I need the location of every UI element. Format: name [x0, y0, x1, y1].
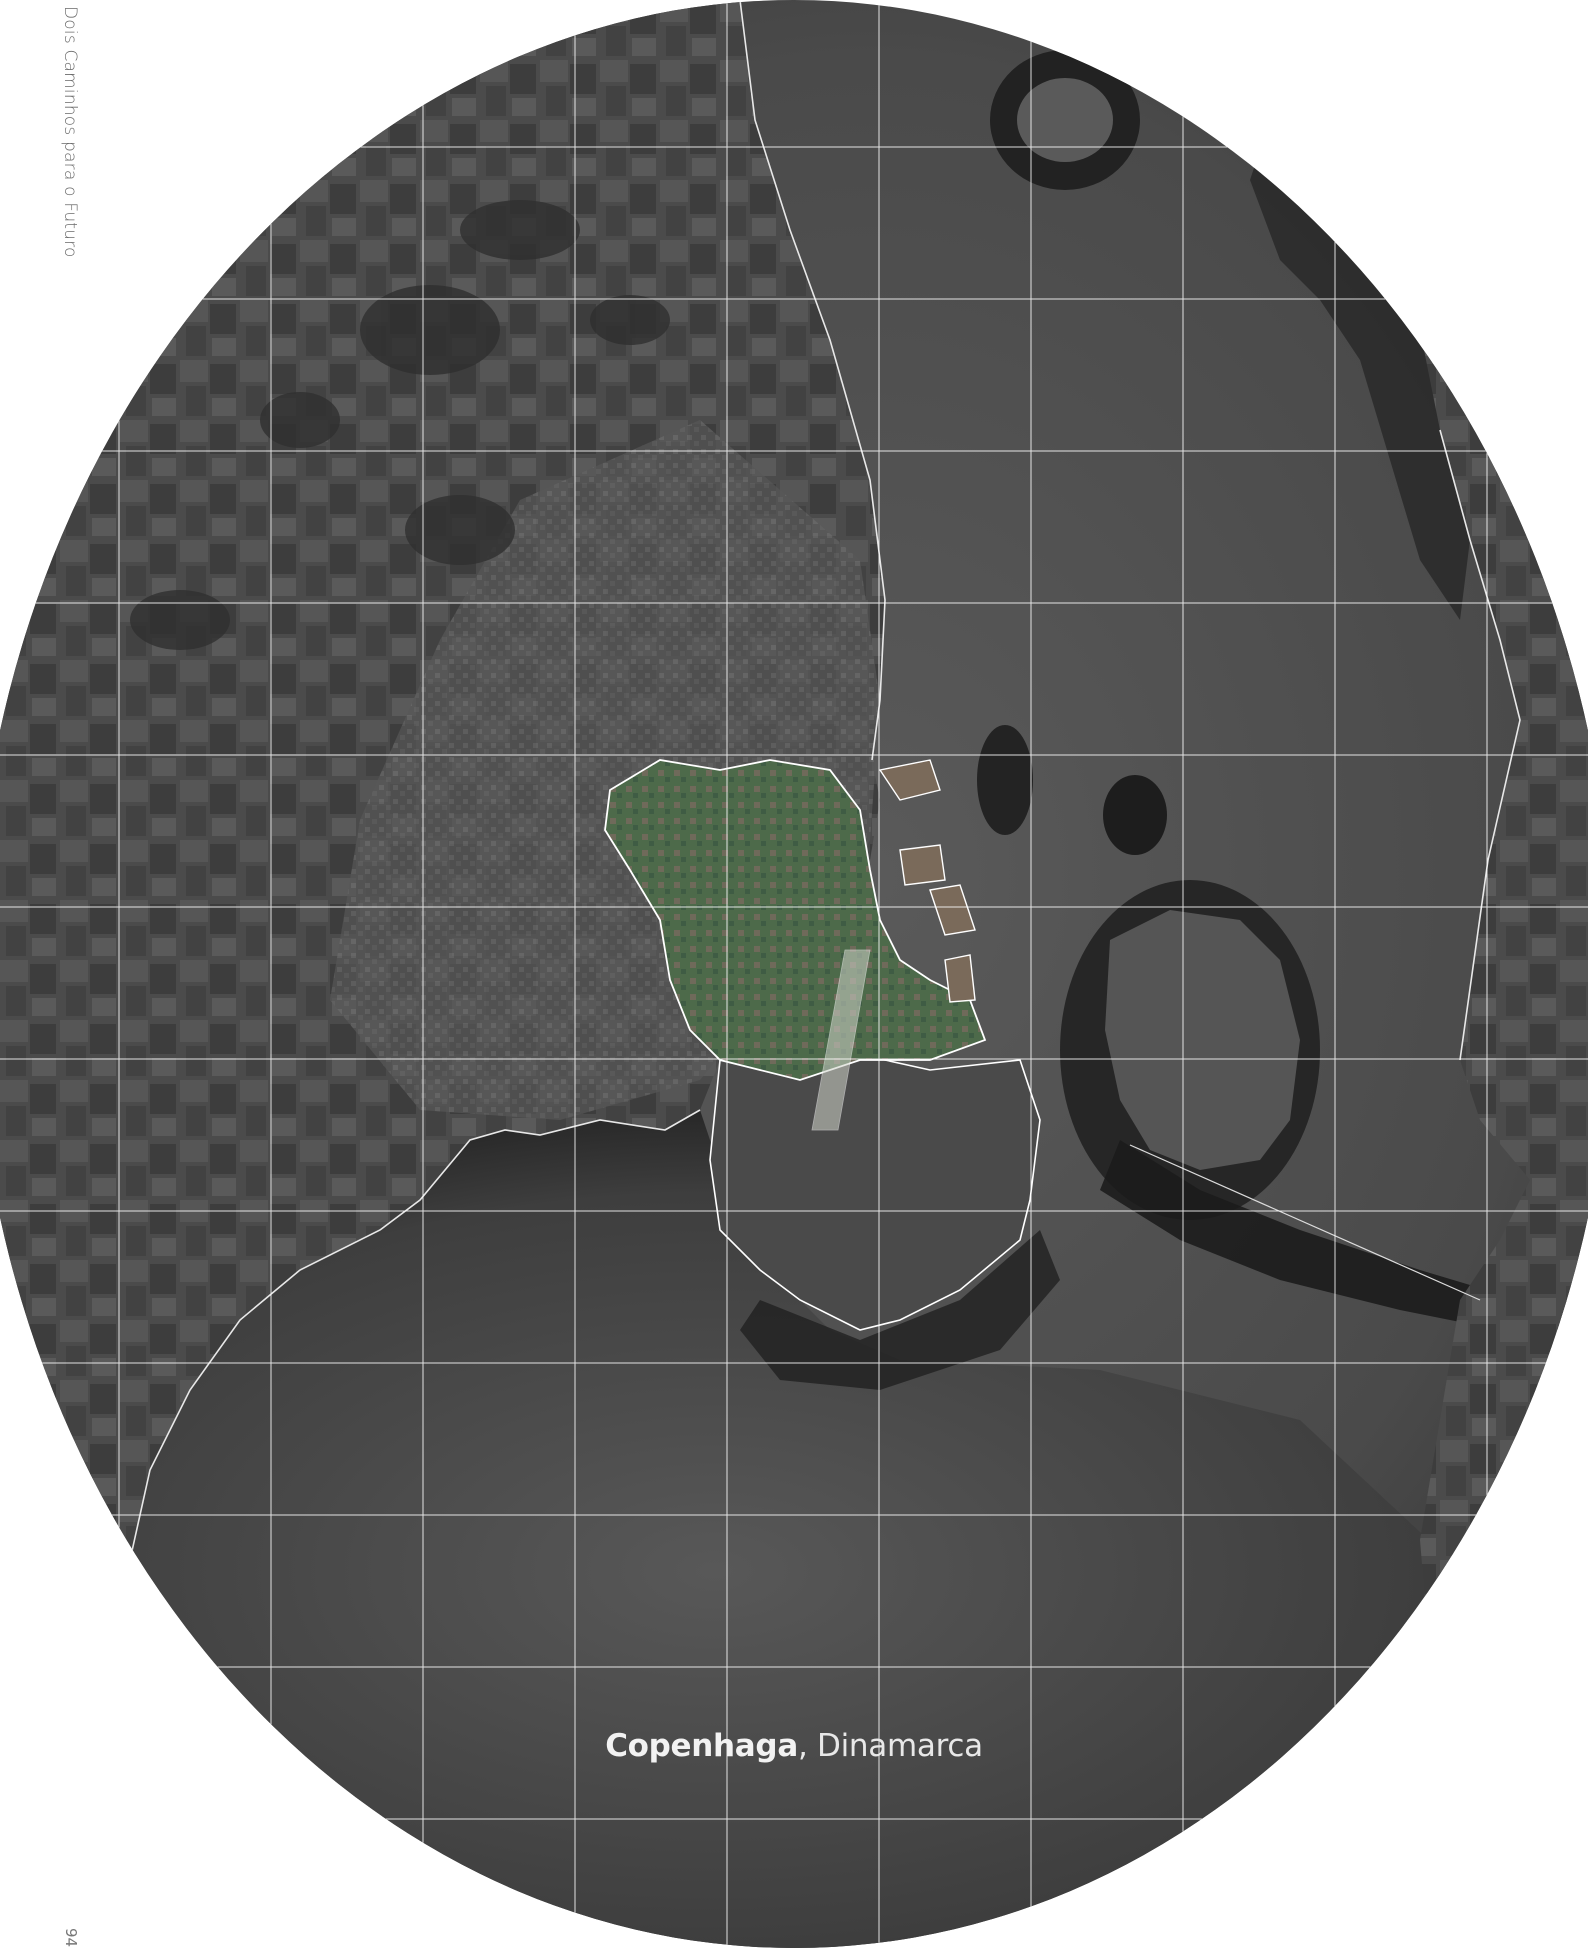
copenhagen-municipality — [604, 759, 987, 1081]
sweden-shadow — [1250, 120, 1470, 620]
koge-bay — [0, 1110, 1588, 1948]
caption-city: Copenhaga — [605, 1728, 798, 1764]
oresund-bridge — [1129, 1144, 1481, 1301]
ven-island — [1017, 78, 1113, 162]
caption-separator: , — [797, 1728, 818, 1764]
airport-runway — [811, 949, 871, 1131]
amager-shadow — [740, 1230, 1060, 1390]
coastlines — [109, 0, 1521, 1761]
page-number: 94 — [62, 1928, 80, 1948]
small-islet-halo — [1103, 775, 1167, 855]
map-caption: Copenhaga, Dinamarca — [0, 1728, 1588, 1764]
caption-country: Dinamarca — [817, 1728, 983, 1764]
saltholm-island — [1105, 910, 1300, 1170]
north-channel — [977, 725, 1033, 835]
harbour-docks — [878, 759, 976, 1003]
